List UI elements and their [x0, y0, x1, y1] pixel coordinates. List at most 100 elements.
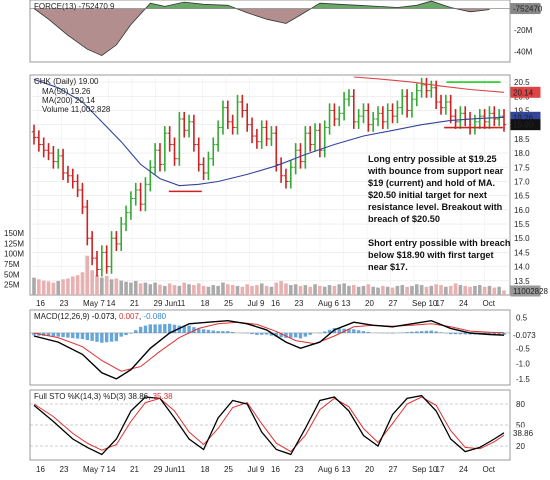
x-tick-label-top: Sep 10	[412, 299, 438, 308]
volume-bar	[240, 286, 245, 295]
volume-bar	[303, 285, 308, 295]
volume-bar	[332, 285, 337, 295]
force-tick-label: -20M	[514, 26, 533, 35]
volume-bar	[201, 285, 206, 295]
price-tick-label: 16.0	[514, 206, 530, 215]
sto-title: Full STO %K(14,3) %D(3) 38.86, 35.38	[34, 392, 173, 401]
macd-histogram-bar	[250, 332, 254, 335]
macd-histogram-bar	[405, 332, 409, 333]
price-tick-label: 20.5	[514, 78, 530, 87]
x-tick-label-top: 25	[224, 299, 233, 308]
x-tick-label-bottom: 11	[177, 465, 186, 474]
volume-bar	[487, 285, 492, 295]
macd-histogram-bar	[85, 332, 89, 340]
x-tick-label-top: 16	[36, 299, 45, 308]
volume-bar	[158, 284, 162, 295]
ma50-line	[33, 78, 505, 187]
volume-bar	[230, 285, 235, 295]
volume-bar	[211, 285, 216, 295]
macd-histogram-bar	[337, 328, 341, 333]
volume-bar	[182, 282, 187, 295]
annotation-block: Long entry possible at $19.25 with bounc…	[367, 154, 511, 272]
x-tick-label-top: Jul 9	[248, 299, 265, 308]
volume-bar	[264, 285, 269, 295]
macd-signal-value: 0.007	[119, 312, 140, 321]
x-tick-label-bottom: Aug 6	[318, 465, 339, 474]
volume-bar	[70, 276, 75, 295]
volume-bar	[366, 284, 371, 295]
volume-bar	[148, 284, 153, 295]
annotation-line-6: breach of $20.50	[368, 214, 440, 224]
macd-histogram-bar	[284, 332, 288, 338]
volume-tick-label: 100M	[4, 250, 24, 259]
volume-bar	[376, 287, 380, 295]
volume-bar	[46, 281, 51, 295]
label-layer: 0M-20M-40M-75247013.514.014.515.015.516.…	[4, 3, 549, 474]
macd-histogram-bar	[366, 332, 371, 333]
x-tick-label-bottom: 23	[60, 465, 69, 474]
macd-histogram-bar	[71, 332, 75, 339]
volume-bar	[56, 280, 61, 295]
volume-bar	[463, 285, 468, 295]
macd-histogram-bar	[463, 332, 467, 335]
macd-histogram-bar	[502, 332, 506, 335]
price-value-tag-0-bg	[510, 86, 541, 98]
volume-bar	[497, 286, 501, 295]
macd-histogram-bar	[148, 324, 152, 333]
sto-layer	[30, 394, 510, 456]
macd-histogram-bar	[226, 331, 230, 333]
macd-histogram-bar	[138, 326, 143, 333]
volume-bar	[400, 285, 405, 295]
volume-tick-label: 50M	[4, 270, 20, 279]
macd-title-prefix: MACD(12,26,9)	[34, 312, 92, 321]
price-value-tag-2-bg	[510, 119, 541, 131]
macd-signal-line	[33, 321, 505, 372]
force-value-tag: -752470	[513, 5, 543, 14]
macd-histogram-bar	[167, 323, 172, 333]
macd-histogram-bar	[434, 331, 438, 333]
volume-bar	[114, 278, 119, 295]
macd-histogram-bar	[497, 332, 501, 335]
macd-histogram-bar	[46, 332, 51, 337]
price-tick-label: 18.0	[514, 149, 530, 158]
macd-histogram-bar	[75, 332, 80, 339]
volume-bar	[322, 286, 327, 295]
x-tick-label-top: 27	[389, 299, 398, 308]
x-tick-label-top: 23	[295, 299, 304, 308]
macd-histogram-bar	[230, 332, 235, 333]
macd-histogram-bar	[192, 327, 196, 333]
x-tick-label-top: 20	[365, 299, 374, 308]
macd-histogram-bar	[255, 332, 259, 335]
volume-bar	[361, 285, 366, 295]
x-tick-label-bottom: Oct	[483, 465, 496, 474]
macd-histogram-bar	[410, 331, 414, 333]
price-tick-label: 18.5	[514, 135, 530, 144]
annotation-line-9: below $18.90 with first target	[368, 250, 494, 260]
force-title: FORCE(13) -752470.9	[34, 2, 115, 11]
x-tick-label-top: 23	[60, 299, 69, 308]
x-tick-label-bottom: 18	[201, 465, 210, 474]
sto-d-value: 35.38	[153, 392, 174, 401]
volume-bar	[41, 280, 46, 295]
macd-hist-value: -0.080	[143, 312, 166, 321]
x-tick-label-bottom: 25	[224, 465, 233, 474]
macd-histogram-bar	[260, 332, 264, 335]
macd-value-tag: -0.073	[513, 331, 536, 340]
volume-bar	[453, 283, 458, 295]
annotation-line-2: with bounce from support near	[367, 166, 504, 176]
x-tick-label-top: 18	[201, 299, 210, 308]
volume-bar	[342, 283, 346, 295]
volume-bar	[444, 286, 448, 295]
volume-bar	[177, 285, 182, 295]
macd-histogram-bar	[158, 324, 162, 333]
volume-bar	[259, 283, 264, 295]
macd-histogram-bar	[221, 331, 225, 333]
volume-bar	[172, 285, 177, 295]
ma200-legend: MA(200) 20.14	[42, 96, 95, 105]
annotation-line-1: Long entry possible at $19.25	[368, 154, 497, 164]
macd-line	[33, 319, 505, 380]
volume-bar	[192, 285, 196, 295]
macd-histogram-bar	[458, 332, 463, 335]
volume-bar	[124, 281, 128, 295]
x-tick-label-bottom: 21	[130, 465, 139, 474]
